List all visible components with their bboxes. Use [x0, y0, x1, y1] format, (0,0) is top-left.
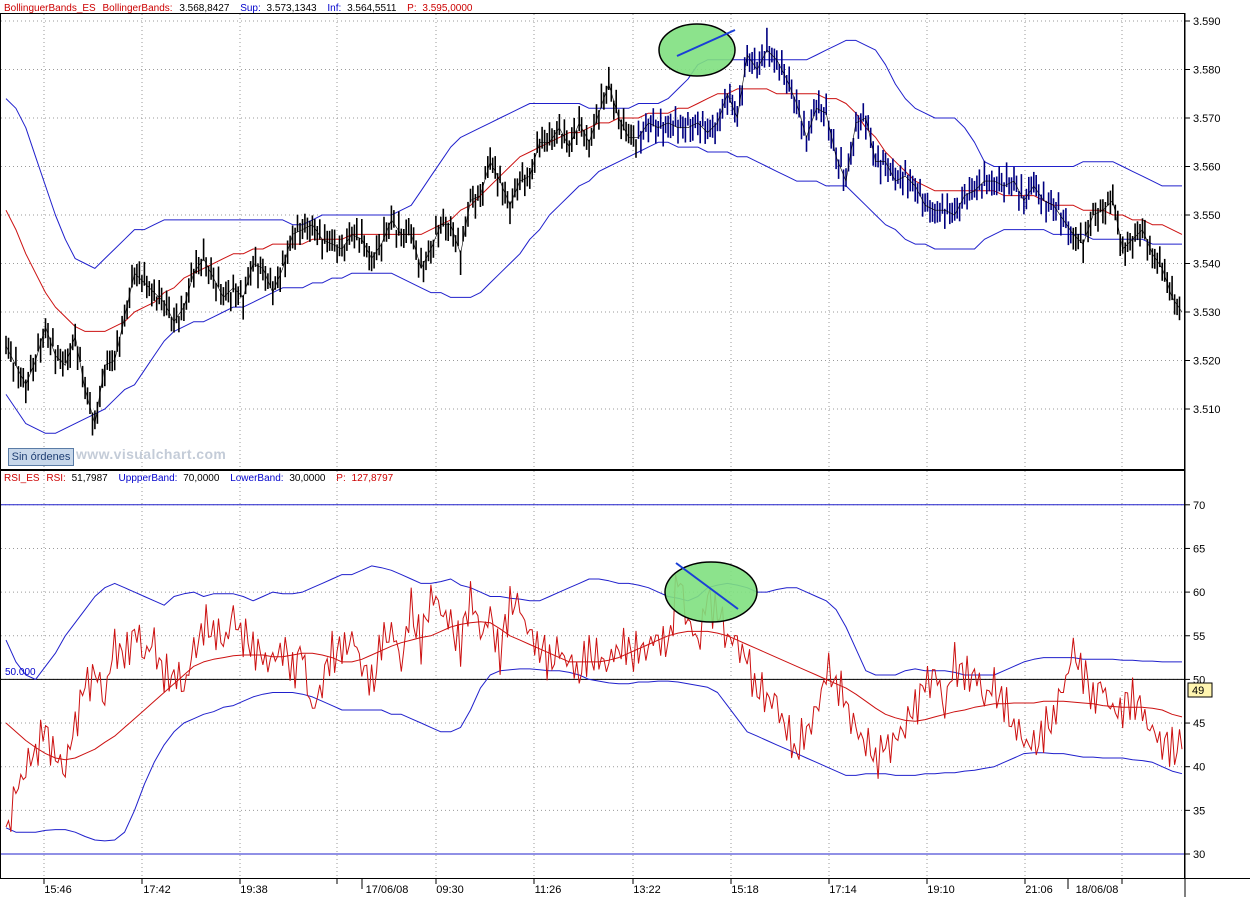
rsi-value: 51,7987: [72, 473, 109, 484]
rsi-ytick-label: 70: [1193, 500, 1205, 512]
time-tick-label: 15:18: [731, 884, 759, 896]
watermark-text: www.visualchart.com: [76, 446, 227, 462]
price-ytick-label: 3.540: [1193, 259, 1221, 271]
rsi-series-name: RSI_ES: [4, 473, 40, 484]
rsi-ytick-label: 30: [1193, 849, 1205, 861]
rsi-p-label: P:: [336, 473, 345, 484]
rsi-lower-value: 30,0000: [289, 473, 326, 484]
time-tick-label: 17:42: [143, 884, 171, 896]
rsi-ytick-label: 65: [1193, 543, 1205, 555]
price-plot: [5, 27, 1183, 436]
price-inf-label: Inf:: [327, 3, 341, 14]
time-tick-label: 18/06/08: [1076, 884, 1119, 896]
rsi-ytick-label: 40: [1193, 762, 1205, 774]
price-indicator-value: 3.568,8427: [179, 3, 229, 14]
time-tick-label: 11:26: [535, 884, 562, 896]
price-series-name: BollinguerBands_ES: [4, 3, 96, 14]
rsi-trendline: [675, 562, 739, 610]
price-ytick-label: 3.590: [1193, 16, 1221, 28]
time-tick-label: 13:22: [633, 884, 661, 896]
rsi-label: RSI:: [46, 473, 65, 484]
orders-status-button[interactable]: Sin órdenes: [8, 448, 74, 466]
axis-labels: 15:46 17:42 19:38 17/06/08 09:30 11:26 13:22 15…: [43, 16, 1221, 896]
price-sup-label: Sup:: [240, 3, 261, 14]
price-ytick-label: 3.550: [1193, 210, 1221, 222]
price-ytick-label: 3.520: [1193, 356, 1221, 368]
price-header: BollinguerBands_ES BollingerBands: 3.568…: [4, 3, 473, 14]
rsi-highlight-ellipse: [664, 561, 758, 623]
time-tick-label: 17:14: [829, 884, 857, 896]
rsi-header: RSI_ES RSI: 51,7987 UppperBand: 70,0000 …: [4, 473, 394, 484]
rsi-last-value-badge: [1187, 682, 1213, 698]
rsi-ytick-label: 55: [1193, 631, 1205, 643]
price-ytick-label: 3.570: [1193, 113, 1221, 125]
price-upper-band-line: [5, 39, 1182, 269]
price-p-label: P:: [407, 3, 416, 14]
price-sup-value: 3.573,1343: [267, 3, 317, 14]
time-tick-label: 15:46: [44, 884, 72, 896]
rsi-p-value: 127,8797: [352, 473, 394, 484]
price-close-line: [5, 49, 1183, 424]
annotation-layer: [658, 23, 758, 623]
rsi-last-value-text: 49: [1192, 685, 1204, 697]
time-tick-label: 19:38: [240, 884, 268, 896]
price-p-value: 3.595,0000: [422, 3, 472, 14]
price-inf-value: 3.564,5511: [347, 3, 397, 14]
rsi-ytick-label: 45: [1193, 718, 1205, 730]
price-ytick-label: 3.560: [1193, 162, 1221, 174]
rsi-lower-band-line: [5, 668, 1183, 842]
time-tick-label: 19:10: [927, 884, 955, 896]
price-highlight-ellipse: [658, 23, 736, 77]
price-lower-band-line: [5, 141, 1182, 434]
price-indicator-name: BollingerBands:: [103, 3, 173, 14]
time-tick-label: 09:30: [436, 884, 464, 896]
rsi-midline-label: 50.000: [5, 667, 36, 678]
time-tick-label: 21:06: [1025, 884, 1053, 896]
rsi-lower-label: LowerBand:: [230, 473, 283, 484]
rsi-upper-label: UppperBand:: [119, 473, 178, 484]
price-ytick-label: 3.580: [1193, 65, 1221, 77]
rsi-upper-band-line: [5, 565, 1182, 680]
price-trendline: [676, 29, 736, 57]
price-ytick-label: 3.510: [1193, 404, 1221, 416]
rsi-moving-average-line: [5, 621, 1183, 761]
rsi-ytick-label: 35: [1193, 805, 1205, 817]
rsi-ytick-label: 60: [1193, 587, 1205, 599]
price-ytick-label: 3.530: [1193, 307, 1221, 319]
rsi-upper-value: 70,0000: [183, 473, 220, 484]
rsi-plot: [1, 504, 1184, 855]
time-tick-label: 17/06/08: [366, 884, 409, 896]
rsi-line: [5, 574, 1183, 833]
